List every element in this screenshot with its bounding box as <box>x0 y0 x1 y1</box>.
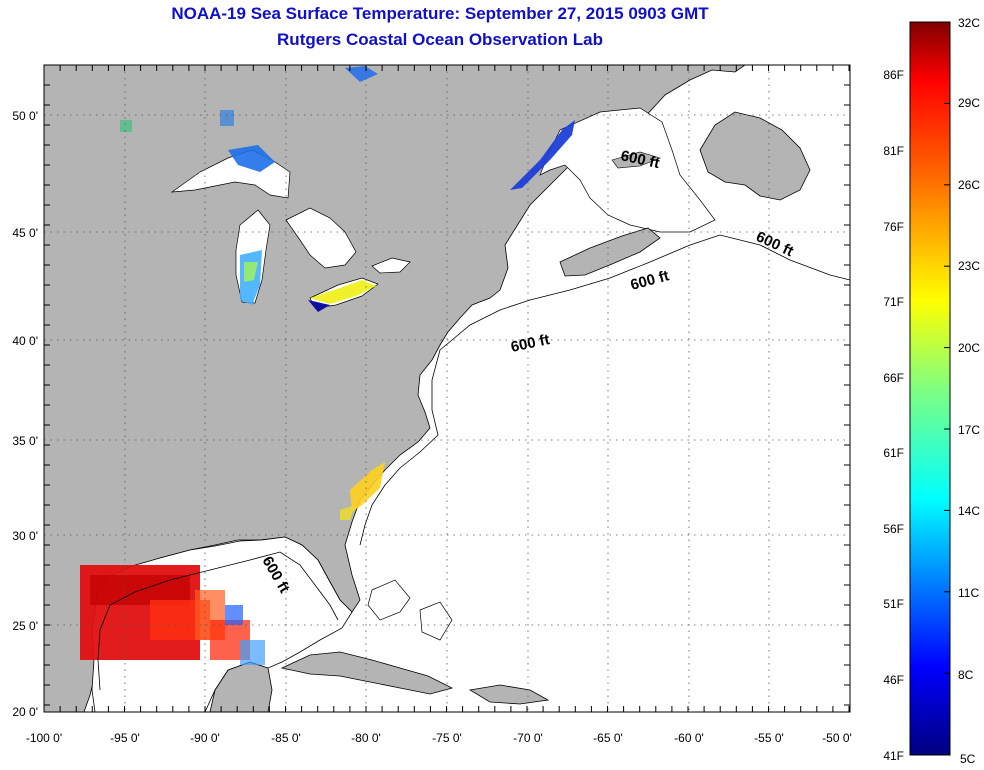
colorbar-c-label: 11C <box>958 586 979 600</box>
colorbar-f-label: 46F <box>883 673 904 687</box>
isobath-600ft-bahamas <box>367 579 453 641</box>
y-tick-label: 20 0' <box>12 705 38 719</box>
x-tick-label: -100 0' <box>26 731 62 745</box>
gulf-of-st-lawrence <box>539 107 716 233</box>
y-tick-label: 25 0' <box>12 619 38 633</box>
x-tick-label: -55 0' <box>754 731 784 745</box>
x-tick-label: -50 0' <box>822 731 852 745</box>
y-tick-label: 30 0' <box>12 529 38 543</box>
colorbar-f-label: 56F <box>883 522 904 536</box>
x-tick-label: -60 0' <box>674 731 704 745</box>
land-cuba <box>280 651 454 695</box>
land-anticosti <box>611 151 661 169</box>
x-tick-label: -70 0' <box>513 731 543 745</box>
colorbar-c-label: 20C <box>958 341 980 355</box>
lake-ontario <box>371 257 411 274</box>
sst-data <box>80 66 575 665</box>
y-axis: 50 0' 45 0' 40 0' 35 0' 30 0' 25 0' 20 0… <box>12 109 38 719</box>
y-tick-label: 50 0' <box>12 109 38 123</box>
y-tick-label: 45 0' <box>12 226 38 240</box>
colorbar-c-label: 32C <box>958 16 980 30</box>
colorbar-f-label: 81F <box>883 144 904 158</box>
isobath-600ft-gulf <box>97 551 339 691</box>
isobath-600ft-north <box>439 234 850 351</box>
colorbar-f-label: 71F <box>883 295 904 309</box>
colorbar-c-label: 5C <box>960 752 976 766</box>
colorbar-f-label: 51F <box>883 597 904 611</box>
colorbar-c-label: 26C <box>958 178 980 192</box>
colorbar-c-label: 17C <box>958 423 980 437</box>
colorbar-c-label: 29C <box>958 96 980 110</box>
colorbar-c-label: 14C <box>958 504 980 518</box>
colorbar-f-label: 86F <box>883 68 904 82</box>
x-tick-label: -80 0' <box>351 731 381 745</box>
land-nova-scotia <box>559 227 661 277</box>
colorbar-scale <box>909 21 951 756</box>
x-tick-label: -90 0' <box>190 731 220 745</box>
y-tick-label: 35 0' <box>12 434 38 448</box>
graticule <box>44 65 850 712</box>
y-tick-label: 40 0' <box>12 334 38 348</box>
colorbar-f-label: 61F <box>883 446 904 460</box>
axis-ticks <box>43 64 850 712</box>
colorbar: 32C 29C 26C 23C 20C 17C 14C 11C 8C 5C 86… <box>883 16 980 766</box>
map-subtitle: Rutgers Coastal Ocean Observation Lab <box>277 30 603 49</box>
land-newfoundland <box>699 111 811 201</box>
land-hispaniola <box>468 684 550 705</box>
isobath-600ft-se <box>359 349 441 546</box>
colorbar-f-label: 41F <box>883 749 904 763</box>
colorbar-f-label: 76F <box>883 220 904 234</box>
x-tick-label: -95 0' <box>110 731 140 745</box>
x-tick-label: -85 0' <box>271 731 301 745</box>
x-axis: -100 0' -95 0' -90 0' -85 0' -80 0' -75 … <box>26 731 852 745</box>
map-title: NOAA-19 Sea Surface Temperature: Septemb… <box>171 4 709 23</box>
colorbar-f-label: 66F <box>883 371 904 385</box>
colorbar-c-label: 23C <box>958 259 980 273</box>
x-tick-label: -65 0' <box>593 731 623 745</box>
lake-huron <box>285 207 357 269</box>
colorbar-c-label: 8C <box>958 668 974 682</box>
x-tick-label: -75 0' <box>432 731 462 745</box>
